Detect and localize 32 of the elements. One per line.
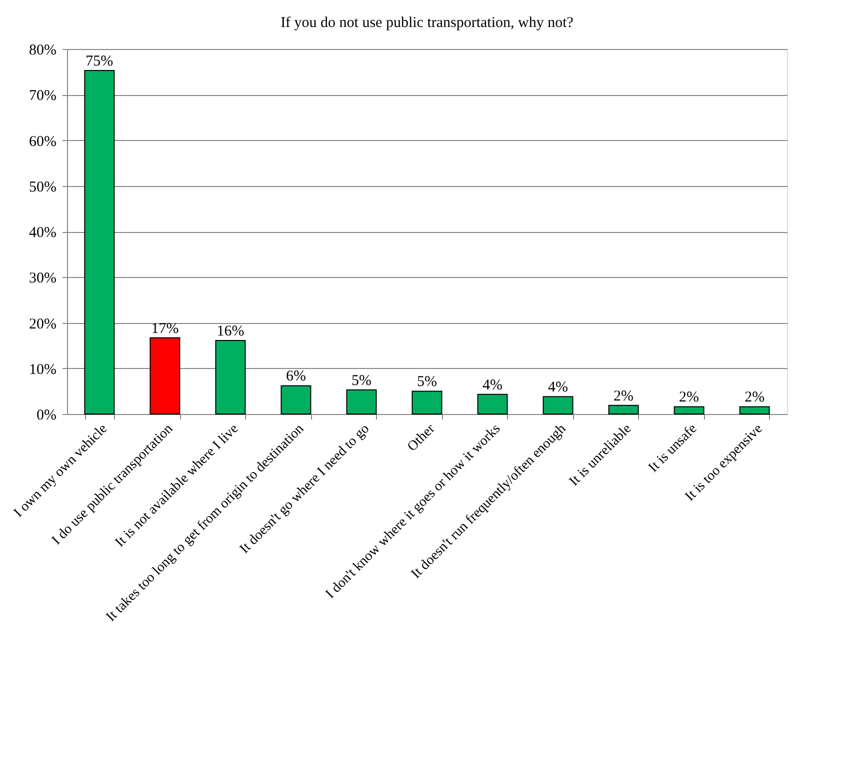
y-tick-label: 80% [29,42,56,58]
bar [608,404,639,414]
y-tick-label: 40% [29,225,56,241]
bar [477,394,508,414]
y-tick-label: 50% [29,179,56,196]
bar [150,337,180,414]
data-label: 75% [86,53,114,70]
bar [215,340,246,414]
y-tick-label: 10% [29,362,56,378]
bar [346,389,377,414]
bar [542,396,574,414]
data-label: 16% [216,324,244,340]
data-label: 4% [482,377,503,394]
bar [280,385,312,414]
chart-title: If you do not use public transportation, why not? [280,15,574,31]
data-label: 2% [614,388,634,404]
data-label: 17% [151,320,179,337]
data-label: 4% [548,380,568,396]
data-label: 5% [417,374,437,390]
data-label: 2% [679,390,700,406]
bar [739,406,770,414]
y-tick-label: 0% [36,408,56,424]
y-tick-label: 70% [29,88,56,104]
data-label: 6% [286,368,306,385]
y-tick-label: 30% [29,270,56,287]
data-label: 2% [744,390,765,406]
bar [412,390,442,414]
bar [84,70,115,414]
y-tick-label: 60% [29,134,56,150]
bar [674,406,704,414]
data-label: 5% [351,372,372,389]
y-tick-label: 20% [29,316,56,332]
